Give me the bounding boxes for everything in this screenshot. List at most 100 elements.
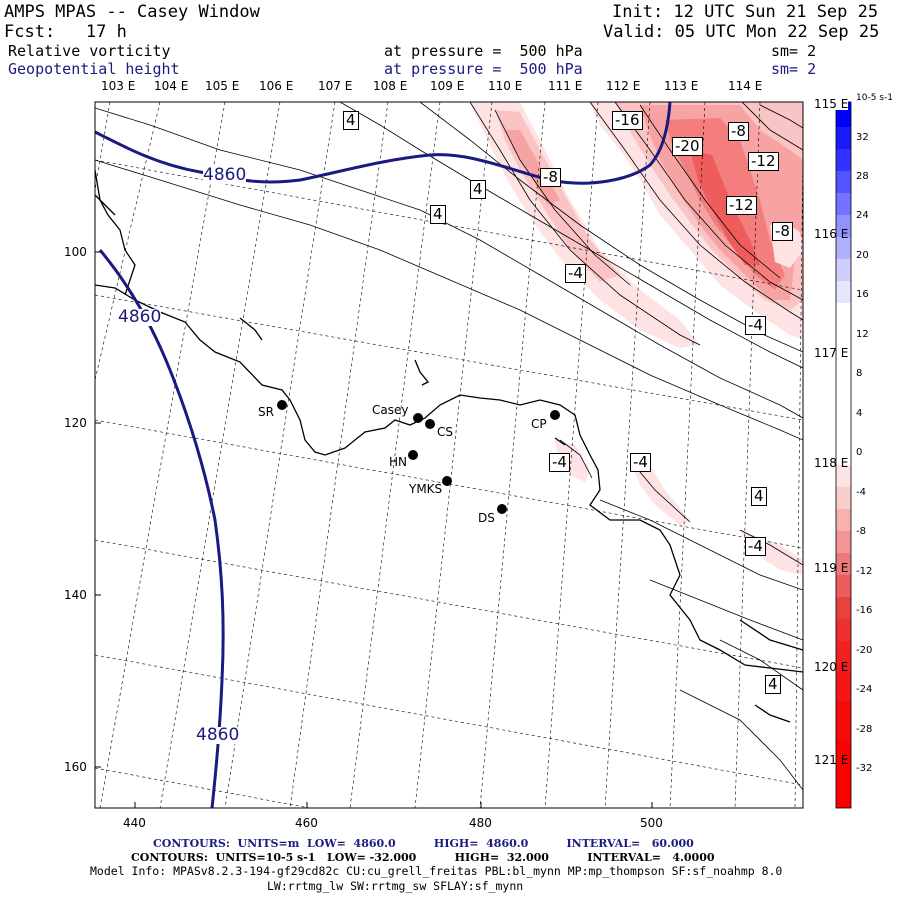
- footer-model-info-2: LW:rrtmg_lw SW:rrtmg_sw SFLAY:sf_mynn: [267, 879, 524, 893]
- vorticity-contour-label: -4: [745, 537, 766, 556]
- vorticity-contour-label: -8: [772, 222, 793, 241]
- latlon-grid: [95, 102, 803, 808]
- lon-label: 109 E: [430, 79, 465, 93]
- lon-label-right: 116 E: [814, 227, 849, 241]
- lon-label: 110 E: [488, 79, 523, 93]
- plot-border: [94, 101, 804, 809]
- colorbar-tick: -8: [856, 526, 866, 537]
- vorticity-contour-label: 4: [765, 675, 781, 694]
- y-tick-label: 160: [64, 760, 87, 774]
- station-casey-marker: [413, 413, 423, 423]
- station-hn-marker: [408, 450, 418, 460]
- vorticity-contour-label: -4: [549, 453, 570, 472]
- station-sr-marker: [277, 400, 287, 410]
- station-label-ds: DS: [478, 511, 495, 525]
- colorbar-tick: 4: [856, 408, 863, 419]
- height-contour-label: 4860: [203, 165, 247, 185]
- vorticity-contour-label: -12: [726, 196, 757, 215]
- x-tick-label: 460: [295, 816, 318, 830]
- lon-label: 114 E: [728, 79, 763, 93]
- vorticity-contour-label: -20: [672, 137, 703, 156]
- lon-label-right: 119 E: [814, 561, 849, 575]
- lon-label: 111 E: [548, 79, 583, 93]
- init-time: Init: 12 UTC Sun 21 Sep 25: [612, 2, 879, 22]
- vorticity-contour-label: 4: [343, 111, 359, 130]
- station-label-ymks: YMKS: [409, 482, 443, 496]
- station-label-sr: SR: [258, 405, 274, 419]
- colorbar-tick: 20: [856, 250, 869, 261]
- colorbar-tick: -24: [856, 684, 873, 695]
- lon-label-right: 120 E: [814, 660, 849, 674]
- station-label-cs: CS: [437, 425, 453, 439]
- y-tick-label: 100: [64, 245, 87, 259]
- colorbar-tick: 0: [856, 447, 863, 458]
- field2-level: at pressure = 500 hPa: [384, 60, 583, 78]
- lon-label: 105 E: [205, 79, 240, 93]
- vorticity-contour-label: -4: [565, 264, 586, 283]
- colorbar-unit: 10-5 s-1: [856, 93, 893, 103]
- colorbar-tick: -12: [856, 566, 873, 577]
- vorticity-contour-label: 4: [430, 205, 446, 224]
- lon-label: 103 E: [101, 79, 136, 93]
- colorbar-tick: 32: [856, 132, 869, 143]
- lon-label: 112 E: [606, 79, 641, 93]
- lon-label: 107 E: [318, 79, 353, 93]
- x-tick-label: 480: [469, 816, 492, 830]
- colorbar-tick: -28: [856, 724, 873, 735]
- lon-label-right: 117 E: [814, 346, 849, 360]
- colorbar-tick: -32: [856, 763, 873, 774]
- vorticity-contour-label: -16: [612, 111, 643, 130]
- station-ds-marker: [497, 504, 507, 514]
- lon-label-right: 118 E: [814, 456, 849, 470]
- station-label-hn: HN: [389, 455, 407, 469]
- field2-smoothing: sm= 2: [771, 60, 817, 78]
- vorticity-contour-label: 4: [751, 487, 767, 506]
- height-contour-label: 4860: [118, 307, 162, 327]
- vorticity-contour-label: -4: [745, 316, 766, 335]
- forecast-hour: Fcst: 17 h: [4, 22, 127, 42]
- field1-level: at pressure = 500 hPa: [384, 42, 583, 60]
- colorbar: [835, 101, 852, 809]
- vorticity-contour-label: -4: [630, 453, 651, 472]
- station-ymks-marker: [442, 476, 452, 486]
- lon-label-right: 121 E: [814, 753, 849, 767]
- lon-label: 104 E: [154, 79, 189, 93]
- colorbar-tick: 28: [856, 171, 869, 182]
- lon-label: 108 E: [373, 79, 408, 93]
- x-tick-label: 500: [640, 816, 663, 830]
- field1-name: Relative vorticity: [8, 42, 171, 60]
- station-cs-marker: [425, 419, 435, 429]
- station-label-cp: CP: [531, 417, 547, 431]
- vorticity-contour-label: -8: [728, 122, 749, 141]
- valid-time: Valid: 05 UTC Mon 22 Sep 25: [603, 22, 880, 42]
- height-contours: [95, 102, 672, 808]
- colorbar-tick: 8: [856, 368, 863, 379]
- lon-label-right: 115 E: [814, 97, 849, 111]
- colorbar-tick: 12: [856, 329, 869, 340]
- plot-title: AMPS MPAS -- Casey Window: [4, 2, 260, 22]
- x-tick-label: 440: [123, 816, 146, 830]
- colorbar-tick: -4: [856, 487, 866, 498]
- station-markers: [277, 400, 560, 514]
- coastline: [95, 169, 803, 723]
- lon-label: 113 E: [664, 79, 699, 93]
- footer-model-info: Model Info: MPASv8.2.3-194-gf29cd82c CU:…: [90, 864, 783, 878]
- colorbar-tick: 16: [856, 289, 869, 300]
- vorticity-contour-label: 4: [470, 180, 486, 199]
- colorbar-tick: -16: [856, 605, 873, 616]
- colorbar-tick: -20: [856, 645, 873, 656]
- footer-vorticity-contours: CONTOURS: UNITS=10-5 s-1 LOW= -32.000 HI…: [131, 851, 715, 864]
- lon-label: 106 E: [259, 79, 294, 93]
- station-label-casey: Casey: [372, 403, 409, 417]
- vorticity-contour-label: -12: [748, 152, 779, 171]
- y-tick-label: 140: [64, 588, 87, 602]
- axis-ticks: [95, 251, 653, 808]
- vorticity-contour-label: -8: [540, 168, 561, 187]
- colorbar-tick: 24: [856, 210, 869, 221]
- station-cp-marker: [550, 410, 560, 420]
- footer-height-contours: CONTOURS: UNITS=m LOW= 4860.0 HIGH= 4860…: [153, 837, 694, 850]
- field1-smoothing: sm= 2: [771, 42, 817, 60]
- field2-name: Geopotential height: [8, 60, 180, 78]
- height-contour-label: 4860: [196, 725, 240, 745]
